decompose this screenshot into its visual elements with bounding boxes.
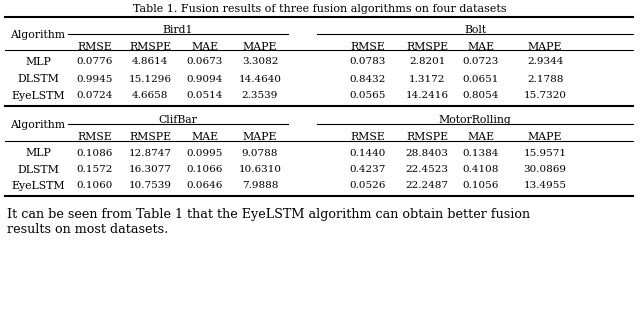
Text: 0.1384: 0.1384 <box>463 149 499 158</box>
Text: 14.2416: 14.2416 <box>406 92 449 101</box>
Text: EyeLSTM: EyeLSTM <box>11 91 65 101</box>
Text: 2.8201: 2.8201 <box>409 57 445 66</box>
Text: Bolt: Bolt <box>464 25 486 35</box>
Text: Bird1: Bird1 <box>163 25 193 35</box>
Text: 16.3077: 16.3077 <box>129 166 172 174</box>
Text: 1.3172: 1.3172 <box>409 74 445 84</box>
Text: 14.4640: 14.4640 <box>239 74 282 84</box>
Text: 0.8054: 0.8054 <box>463 92 499 101</box>
Text: MAE: MAE <box>467 132 495 142</box>
Text: MLP: MLP <box>25 57 51 67</box>
Text: MAPE: MAPE <box>528 132 563 142</box>
Text: RMSPE: RMSPE <box>406 42 448 52</box>
Text: 0.0995: 0.0995 <box>187 149 223 158</box>
Text: MAPE: MAPE <box>528 42 563 52</box>
Text: Algorithm: Algorithm <box>10 120 65 130</box>
Text: 0.1572: 0.1572 <box>77 166 113 174</box>
Text: 0.1060: 0.1060 <box>77 181 113 190</box>
Text: 15.7320: 15.7320 <box>524 92 566 101</box>
Text: 28.8403: 28.8403 <box>406 149 449 158</box>
Text: 2.9344: 2.9344 <box>527 57 563 66</box>
Text: 0.0776: 0.0776 <box>77 57 113 66</box>
Text: 12.8747: 12.8747 <box>129 149 172 158</box>
Text: MAE: MAE <box>191 132 219 142</box>
Text: MLP: MLP <box>25 148 51 158</box>
Text: RMSE: RMSE <box>351 132 385 142</box>
Text: 22.4523: 22.4523 <box>406 166 449 174</box>
Text: 0.1440: 0.1440 <box>350 149 386 158</box>
Text: 0.1056: 0.1056 <box>463 181 499 190</box>
Text: results on most datasets.: results on most datasets. <box>7 223 168 236</box>
Text: MotorRolling: MotorRolling <box>438 115 511 125</box>
Text: RMSPE: RMSPE <box>129 132 171 142</box>
Text: 10.6310: 10.6310 <box>239 166 282 174</box>
Text: 30.0869: 30.0869 <box>524 166 566 174</box>
Text: 9.0788: 9.0788 <box>242 149 278 158</box>
Text: 0.0651: 0.0651 <box>463 74 499 84</box>
Text: RMSE: RMSE <box>351 42 385 52</box>
Text: 2.1788: 2.1788 <box>527 74 563 84</box>
Text: DLSTM: DLSTM <box>17 74 59 84</box>
Text: 4.8614: 4.8614 <box>132 57 168 66</box>
Text: RMSE: RMSE <box>77 132 113 142</box>
Text: 10.7539: 10.7539 <box>129 181 172 190</box>
Text: Table 1. Fusion results of three fusion algorithms on four datasets: Table 1. Fusion results of three fusion … <box>133 4 507 14</box>
Text: MAPE: MAPE <box>243 42 277 52</box>
Text: MAE: MAE <box>191 42 219 52</box>
Text: 15.9571: 15.9571 <box>524 149 566 158</box>
Text: 15.1296: 15.1296 <box>129 74 172 84</box>
Text: 4.6658: 4.6658 <box>132 92 168 101</box>
Text: RMSPE: RMSPE <box>129 42 171 52</box>
Text: 0.1086: 0.1086 <box>77 149 113 158</box>
Text: RMSE: RMSE <box>77 42 113 52</box>
Text: ClifBar: ClifBar <box>159 115 197 125</box>
Text: 0.0565: 0.0565 <box>350 92 386 101</box>
Text: 0.4108: 0.4108 <box>463 166 499 174</box>
Text: 0.0514: 0.0514 <box>187 92 223 101</box>
Text: 0.9094: 0.9094 <box>187 74 223 84</box>
Text: 2.3539: 2.3539 <box>242 92 278 101</box>
Text: 0.9945: 0.9945 <box>77 74 113 84</box>
Text: RMSPE: RMSPE <box>406 132 448 142</box>
Text: 0.0646: 0.0646 <box>187 181 223 190</box>
Text: 22.2487: 22.2487 <box>406 181 449 190</box>
Text: 13.4955: 13.4955 <box>524 181 566 190</box>
Text: 7.9888: 7.9888 <box>242 181 278 190</box>
Text: 0.1066: 0.1066 <box>187 166 223 174</box>
Text: EyeLSTM: EyeLSTM <box>11 181 65 191</box>
Text: 0.0526: 0.0526 <box>350 181 386 190</box>
Text: It can be seen from Table 1 that the EyeLSTM algorithm can obtain better fusion: It can be seen from Table 1 that the Eye… <box>7 208 530 221</box>
Text: Algorithm: Algorithm <box>10 29 65 39</box>
Text: 0.8432: 0.8432 <box>350 74 386 84</box>
Text: 0.0673: 0.0673 <box>187 57 223 66</box>
Text: 0.4237: 0.4237 <box>350 166 386 174</box>
Text: 0.0724: 0.0724 <box>77 92 113 101</box>
Text: 0.0723: 0.0723 <box>463 57 499 66</box>
Text: DLSTM: DLSTM <box>17 165 59 175</box>
Text: 3.3082: 3.3082 <box>242 57 278 66</box>
Text: MAPE: MAPE <box>243 132 277 142</box>
Text: MAE: MAE <box>467 42 495 52</box>
Text: 0.0783: 0.0783 <box>350 57 386 66</box>
